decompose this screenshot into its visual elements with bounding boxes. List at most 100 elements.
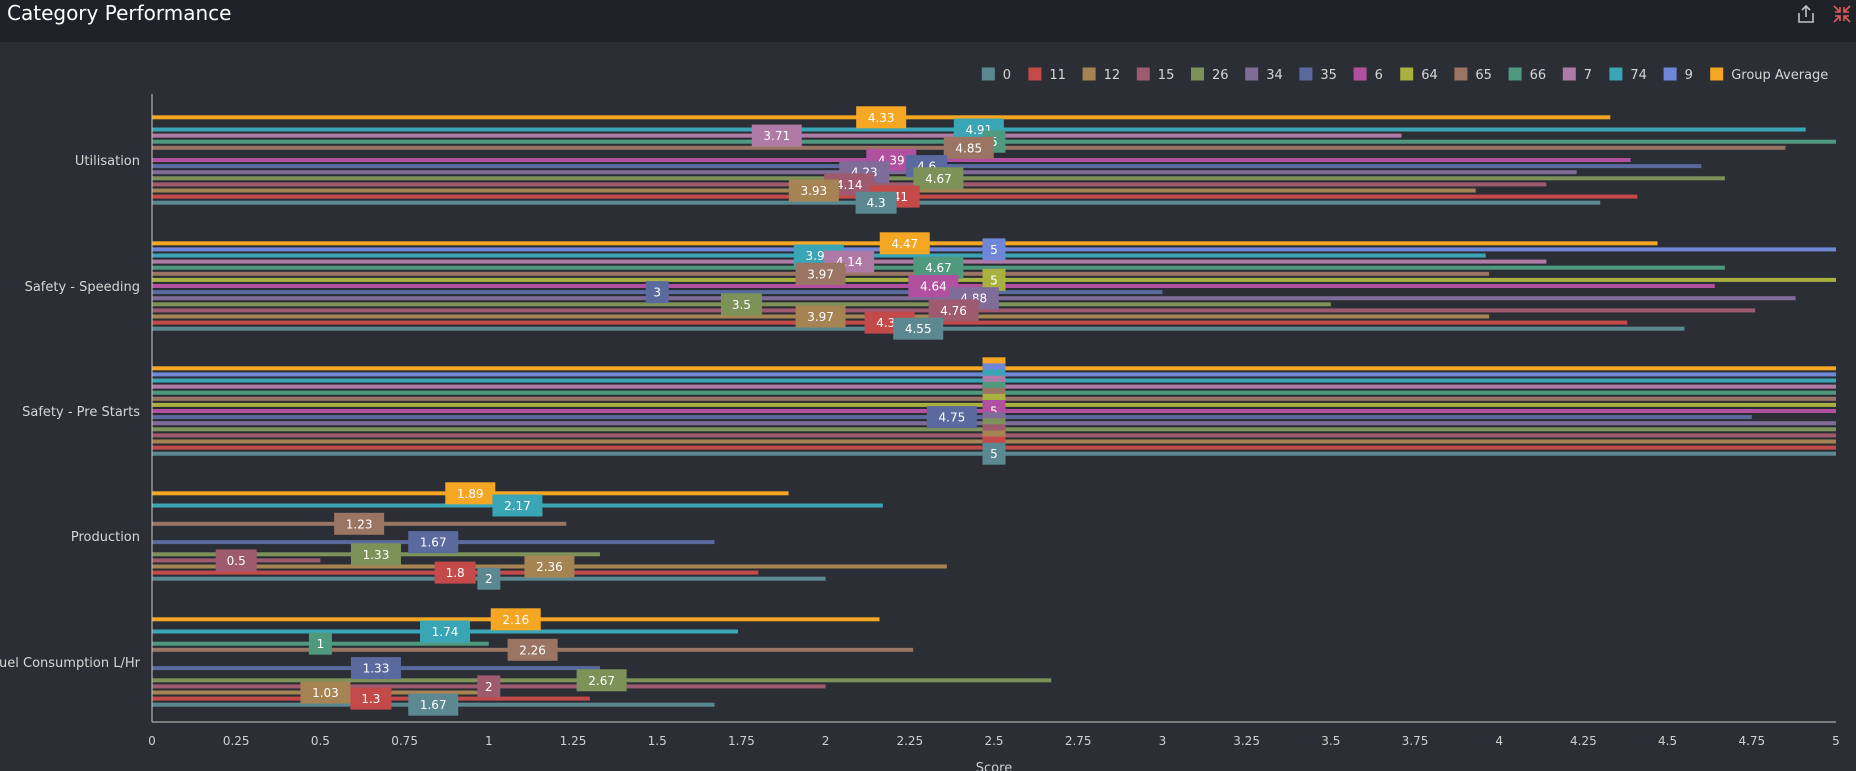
legend-item-9[interactable]: 9 (1663, 67, 1693, 84)
legend-item-12[interactable]: 12 (1082, 67, 1121, 84)
svg-text:26: 26 (1212, 68, 1229, 83)
data-label-group-average-utilisation: 4.33 (856, 106, 907, 129)
svg-text:4.47: 4.47 (891, 237, 918, 251)
svg-text:1.33: 1.33 (363, 662, 390, 676)
legend-item-group-average[interactable]: Group Average (1710, 67, 1828, 84)
x-tick-label: 2.75 (1065, 734, 1092, 748)
svg-text:3.5: 3.5 (732, 298, 751, 312)
svg-text:1.89: 1.89 (457, 487, 484, 501)
data-label-group-average-fuel-consumption-l-hr: 2.16 (490, 608, 541, 631)
x-tick-label: 3 (1159, 734, 1167, 748)
x-tick-label: 0.5 (311, 734, 330, 748)
data-label-65-safety-speeding: 3.97 (795, 262, 846, 285)
legend-item-0[interactable]: 0 (981, 67, 1011, 84)
x-tick-label: 2 (822, 734, 830, 748)
svg-text:5: 5 (990, 405, 998, 419)
x-tick-label: 0.75 (391, 734, 418, 748)
data-label-0-safety-speeding: 4.55 (893, 317, 944, 340)
chart-header: Category Performance (0, 0, 1856, 42)
legend-item-15[interactable]: 15 (1136, 67, 1175, 84)
data-label-66-fuel-consumption-l-hr: 1 (308, 632, 332, 655)
data-label-6-safety-speeding: 4.64 (908, 275, 959, 297)
svg-text:4.64: 4.64 (920, 280, 947, 294)
y-category-label-fuel-consumption-l-hr: Fuel Consumption L/Hr (0, 656, 141, 671)
x-tick-label: 1.75 (728, 734, 755, 748)
svg-text:3.97: 3.97 (807, 310, 834, 324)
data-label-11-production: 1.8 (434, 561, 476, 584)
x-axis-title: Score (976, 761, 1012, 771)
data-labels: 4.334.913.71 54.854.39 4.64.23 4.674.143.93… (215, 106, 1006, 716)
svg-text:2: 2 (485, 680, 493, 694)
legend-item-6[interactable]: 6 (1353, 67, 1383, 84)
svg-text:1.67: 1.67 (420, 536, 447, 550)
x-tick-label: 3.75 (1402, 734, 1429, 748)
svg-text:74: 74 (1630, 68, 1647, 83)
svg-text:0: 0 (1003, 68, 1011, 83)
data-label-12-production: 2.36 (524, 555, 575, 578)
data-label-15-fuel-consumption-l-hr: 2 (477, 675, 501, 698)
data-label-group-average-production: 1.89 (445, 482, 496, 505)
svg-text:9: 9 (1685, 68, 1693, 83)
svg-text:4.3: 4.3 (867, 196, 886, 210)
data-label-26-utilisation: 4.67 (913, 167, 964, 190)
data-label-35-safety-pre-starts: 4.75 (926, 406, 977, 429)
collapse-icon[interactable] (1830, 2, 1854, 26)
svg-text:15: 15 (1158, 68, 1175, 83)
y-category-label-utilisation: Utilisation (75, 154, 140, 169)
y-category-label-safety-pre-starts: Safety - Pre Starts (22, 405, 140, 420)
legend-item-34[interactable]: 34 (1245, 67, 1283, 84)
legend-item-66[interactable]: 66 (1508, 67, 1547, 84)
svg-text:2.67: 2.67 (588, 674, 615, 688)
svg-text:2.26: 2.26 (519, 643, 546, 657)
legend-item-35[interactable]: 35 (1299, 67, 1337, 84)
x-tick-label: 4 (1495, 734, 1503, 748)
data-label-35-safety-speeding: 3 (645, 281, 669, 304)
data-label-74-fuel-consumption-l-hr: 1.74 (420, 620, 471, 643)
data-label-0-utilisation: 4.3 (855, 191, 897, 214)
svg-text:Group Average: Group Average (1731, 68, 1828, 83)
chart-title: Category Performance (7, 1, 232, 25)
x-tick-label: 2.5 (984, 734, 1003, 748)
svg-text:3: 3 (653, 286, 661, 300)
x-tick-label: 1.5 (648, 734, 667, 748)
data-label-12-fuel-consumption-l-hr: 1.03 (300, 681, 351, 704)
x-tick-label: 2.25 (896, 734, 923, 748)
svg-text:66: 66 (1530, 68, 1547, 83)
svg-text:3.97: 3.97 (807, 267, 834, 281)
svg-text:35: 35 (1320, 68, 1337, 83)
x-tick-label: 0.25 (223, 734, 250, 748)
data-label-9-safety-speeding: 5 (982, 238, 1006, 261)
svg-text:6: 6 (1375, 68, 1383, 83)
svg-text:7: 7 (1584, 68, 1592, 83)
legend-item-65[interactable]: 65 (1454, 67, 1492, 84)
legend-item-64[interactable]: 64 (1400, 67, 1438, 84)
svg-text:5: 5 (990, 447, 998, 461)
bar-chart: 0 11 12 15 26 34 35 6 64 65 66 7 74 9 Group Average 4.… (0, 67, 1840, 771)
data-label-0-fuel-consumption-l-hr: 1.67 (408, 693, 459, 716)
data-label-7-utilisation: 3.71 (751, 124, 802, 147)
svg-text:4.67: 4.67 (925, 172, 952, 186)
svg-text:1.03: 1.03 (312, 686, 339, 700)
legend-item-11[interactable]: 11 (1028, 67, 1066, 84)
svg-text:2: 2 (485, 572, 493, 586)
data-label-15-production: 0.5 (215, 549, 257, 572)
svg-text:65: 65 (1475, 68, 1492, 83)
chart-axes: 0 0.25 0.5 0.75 1 1.25 1.5 1.75 2 2.25 2.5 2.75 3 3.2… (0, 94, 1840, 771)
data-label-65-utilisation: 4.85 (943, 136, 994, 159)
data-label-group-average-safety-speeding: 4.47 (879, 232, 930, 255)
data-label-0-production: 2 (477, 567, 501, 590)
data-label-26-production: 1.33 (350, 543, 401, 566)
legend-item-26[interactable]: 26 (1191, 67, 1229, 84)
svg-text:2.36: 2.36 (536, 560, 563, 574)
svg-text:4.76: 4.76 (940, 304, 967, 318)
legend-item-7[interactable]: 7 (1562, 67, 1592, 84)
svg-text:1.33: 1.33 (363, 548, 390, 562)
share-icon[interactable] (1794, 2, 1818, 26)
legend-item-74[interactable]: 74 (1609, 67, 1647, 84)
x-tick-label: 1 (485, 734, 493, 748)
svg-text:1.3: 1.3 (361, 692, 380, 706)
svg-text:1.23: 1.23 (346, 517, 373, 531)
y-category-label-production: Production (71, 530, 140, 545)
svg-text:64: 64 (1421, 68, 1438, 83)
y-category-label-safety-speeding: Safety - Speeding (25, 280, 140, 295)
